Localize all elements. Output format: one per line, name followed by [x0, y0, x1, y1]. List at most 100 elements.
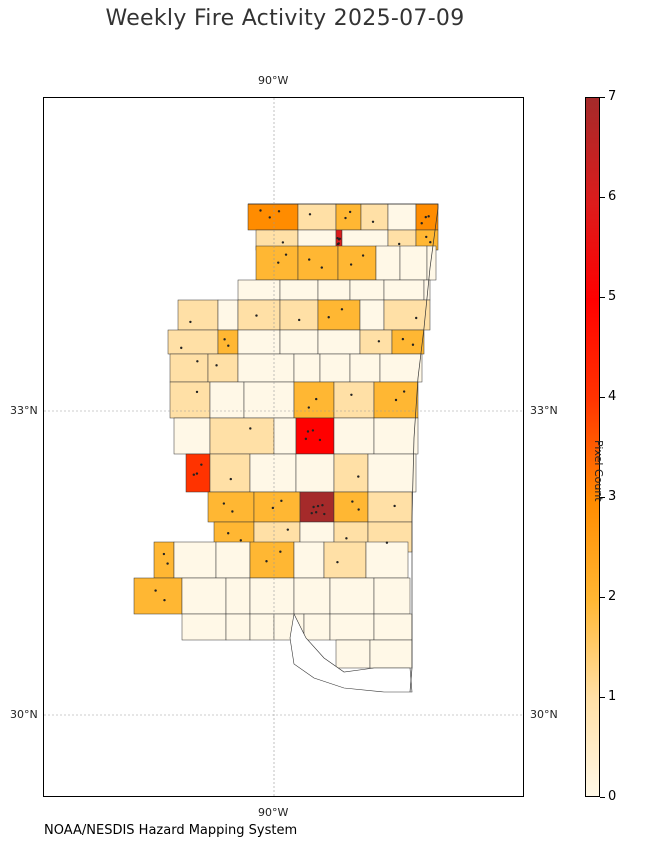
county-polygon[interactable] [237, 299, 281, 331]
county-polygon[interactable] [333, 381, 375, 419]
fire-detection-dot [427, 215, 430, 218]
county-polygon[interactable] [273, 417, 297, 455]
colorbar-tick-label: 3 [608, 489, 617, 504]
county-polygon[interactable] [335, 639, 371, 669]
county-polygon[interactable] [215, 541, 251, 579]
county-polygon[interactable] [383, 299, 431, 331]
county-polygon[interactable] [297, 203, 337, 231]
county-polygon[interactable] [279, 299, 319, 331]
county-polygon[interactable] [249, 613, 275, 641]
county-polygon[interactable] [293, 577, 331, 615]
county-polygon[interactable] [303, 613, 331, 641]
county-polygon[interactable] [279, 329, 319, 355]
county-polygon[interactable] [337, 245, 377, 281]
county-polygon[interactable] [293, 381, 335, 419]
county-polygon[interactable] [173, 541, 217, 579]
county-polygon[interactable] [295, 453, 335, 493]
county-polygon[interactable] [209, 381, 245, 419]
fire-detection-dot [223, 338, 226, 341]
county-polygon[interactable] [169, 381, 211, 419]
county-polygon[interactable] [253, 491, 301, 523]
county-polygon[interactable] [360, 203, 389, 231]
county-polygon[interactable] [335, 203, 362, 231]
county-polygon[interactable] [237, 329, 281, 355]
county-polygon[interactable] [207, 491, 255, 523]
county-polygon[interactable] [349, 353, 381, 383]
county-polygon[interactable] [217, 329, 239, 355]
county-polygon[interactable] [379, 353, 423, 383]
county-polygon[interactable] [217, 299, 239, 331]
county-polygon[interactable] [333, 491, 369, 523]
county-polygon[interactable] [333, 453, 369, 493]
county-polygon[interactable] [181, 613, 227, 641]
county-polygon[interactable] [317, 299, 361, 331]
county-polygon[interactable] [249, 453, 297, 493]
county-polygon[interactable] [225, 577, 251, 615]
county-polygon[interactable] [367, 453, 417, 493]
fire-detection-dot [281, 241, 285, 244]
county-polygon[interactable] [295, 417, 335, 455]
county-polygon[interactable] [415, 203, 439, 231]
lat-label-33-right: 33°N [530, 404, 558, 417]
county-polygon[interactable] [375, 245, 401, 281]
county-polygon[interactable] [169, 353, 209, 383]
fire-detection-dot [308, 258, 311, 261]
county-polygon[interactable] [185, 453, 211, 493]
county-polygon[interactable] [207, 353, 239, 383]
county-polygon[interactable] [323, 541, 367, 579]
county-polygon[interactable] [349, 279, 385, 301]
county-polygon[interactable] [329, 577, 375, 615]
county-polygon[interactable] [299, 491, 335, 523]
county-polygon[interactable] [209, 453, 251, 493]
county-polygon[interactable] [243, 381, 295, 419]
county-polygon[interactable] [317, 329, 361, 355]
county-polygon[interactable] [367, 491, 413, 523]
county-polygon[interactable] [373, 417, 419, 455]
county-polygon[interactable] [399, 245, 428, 281]
county-polygon[interactable] [297, 245, 339, 281]
colorbar-tick [600, 597, 605, 598]
county-polygon[interactable] [279, 279, 319, 301]
county-polygon[interactable] [329, 613, 375, 641]
county-polygon[interactable] [181, 577, 227, 615]
county-polygon[interactable] [249, 577, 295, 615]
county-polygon[interactable] [293, 353, 321, 383]
county-polygon[interactable] [373, 613, 413, 641]
fire-detection-dot [180, 346, 183, 350]
fire-detection-dot [314, 511, 318, 514]
fire-detection-dot [345, 537, 348, 540]
county-polygon[interactable] [249, 541, 295, 579]
colorbar-tick [600, 497, 605, 498]
county-polygon[interactable] [153, 541, 175, 579]
county-polygon[interactable] [247, 203, 299, 231]
fire-detection-dot [277, 261, 280, 264]
county-polygon[interactable] [237, 353, 295, 383]
map-frame[interactable] [43, 97, 524, 797]
county-polygon[interactable] [209, 417, 275, 455]
county-polygon[interactable] [293, 541, 325, 579]
county-polygon[interactable] [387, 203, 417, 231]
county-polygon[interactable] [373, 577, 411, 615]
county-polygon[interactable] [391, 329, 425, 355]
map-canvas[interactable] [44, 98, 524, 797]
county-polygon[interactable] [383, 279, 425, 301]
fire-detection-dot [415, 316, 418, 320]
county-polygon[interactable] [359, 329, 393, 355]
county-polygon[interactable] [133, 577, 183, 615]
fire-detection-dot [255, 314, 258, 317]
county-polygon[interactable] [225, 613, 251, 641]
county-polygon[interactable] [317, 279, 351, 301]
county-polygon[interactable] [369, 639, 413, 669]
county-polygon[interactable] [333, 417, 375, 455]
county-polygon[interactable] [319, 353, 351, 383]
county-polygon[interactable] [365, 541, 409, 579]
county-polygon[interactable] [177, 299, 219, 331]
county-polygon[interactable] [255, 245, 299, 281]
county-polygon[interactable] [173, 417, 211, 455]
county-polygon[interactable] [426, 245, 437, 281]
fire-detection-dot [162, 552, 166, 556]
county-polygon[interactable] [359, 299, 385, 331]
fire-detection-dot [394, 398, 398, 402]
fire-detection-dot [304, 437, 308, 441]
county-polygon[interactable] [167, 329, 219, 355]
